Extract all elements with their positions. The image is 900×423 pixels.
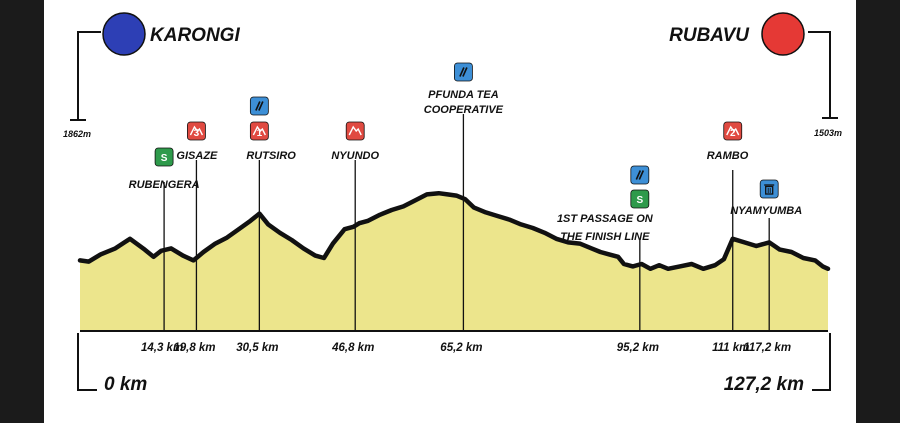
feed-zone-icon — [630, 165, 650, 185]
waypoint-km-label: 46,8 km — [331, 342, 374, 354]
svg-text:S: S — [636, 195, 643, 206]
waypoint-km-label: 117,2 km — [743, 342, 791, 354]
waypoint: NYUNDO 46,8 km — [331, 121, 379, 354]
waypoint-name: GISAZE — [176, 150, 218, 162]
start-city-name: KARONGI — [150, 25, 240, 46]
sprint-icon: S — [630, 189, 650, 209]
waypoints-layer: RUBENGERA 14,3 km S GISAZE 19,8 km 3 RUTSIRO 30… — [129, 62, 802, 354]
start-altitude-label: 1862m — [63, 129, 91, 139]
svg-text:2: 2 — [730, 128, 736, 139]
waypoint-name: NYAMYUMBA — [730, 205, 802, 217]
waypoint: RUTSIRO 30,5 km 1 — [236, 96, 296, 354]
waypoint: RUBENGERA 14,3 km S — [129, 147, 200, 354]
finish-km-label: 127,2 km — [724, 374, 804, 395]
waypoint-name: NYUNDO — [331, 150, 379, 162]
waypoint: PFUNDA TEA COOPERATIVE 65,2 km — [424, 62, 504, 354]
waypoint-name: THE FINISH LINE — [560, 231, 650, 243]
waypoint-km-label: 19,8 km — [173, 342, 215, 354]
elevation-outline — [77, 190, 831, 272]
waypoint-km-label: 30,5 km — [236, 342, 278, 354]
finish-altitude-label: 1503m — [814, 128, 842, 138]
waypoint-name: RAMBO — [707, 150, 749, 162]
feed-zone-icon — [454, 62, 473, 82]
start-km-label: 0 km — [104, 374, 147, 395]
waypoint-km-label: 111 km — [712, 342, 749, 354]
waypoint-name: RUTSIRO — [246, 150, 296, 162]
elevation-area — [80, 193, 828, 331]
finish-bracket — [808, 31, 831, 118]
waypoint-km-label: 95,2 km — [617, 342, 659, 354]
svg-text:1: 1 — [257, 128, 263, 139]
feed-zone-icon — [249, 96, 269, 116]
waypoint-km-label: 65,2 km — [440, 342, 482, 354]
waypoint-name: COOPERATIVE — [424, 104, 504, 116]
waypoint-name: PFUNDA TEA — [428, 89, 499, 101]
waypoint: 1ST PASSAGE ON THE FINISH LINE 95,2 km S — [557, 165, 659, 354]
finish-total-bracket — [812, 333, 831, 391]
svg-text:3: 3 — [194, 128, 200, 139]
climb-icon: 3 — [187, 121, 206, 141]
waypoint: NYAMYUMBA 117,2 km — [730, 179, 802, 354]
finish-city-name: RUBAVU — [669, 25, 750, 46]
climb-icon — [345, 121, 365, 141]
start-city-dot — [102, 12, 146, 56]
waypoint-km-label: 14,3 km — [141, 342, 183, 354]
svg-text:S: S — [161, 153, 168, 164]
start-bracket — [77, 31, 101, 120]
waypoint: RAMBO 111 km 2 — [707, 121, 749, 354]
climb-icon: 2 — [723, 121, 743, 141]
waypoint-name: 1ST PASSAGE ON — [557, 213, 654, 225]
waypoint: GISAZE 19,8 km 3 — [173, 121, 218, 354]
bin-icon — [759, 179, 779, 199]
start-total-bracket — [77, 333, 97, 391]
climb-icon: 1 — [249, 121, 269, 141]
finish-city-dot — [761, 12, 805, 56]
sprint-icon: S — [154, 147, 174, 167]
waypoint-name: RUBENGERA — [129, 179, 200, 191]
